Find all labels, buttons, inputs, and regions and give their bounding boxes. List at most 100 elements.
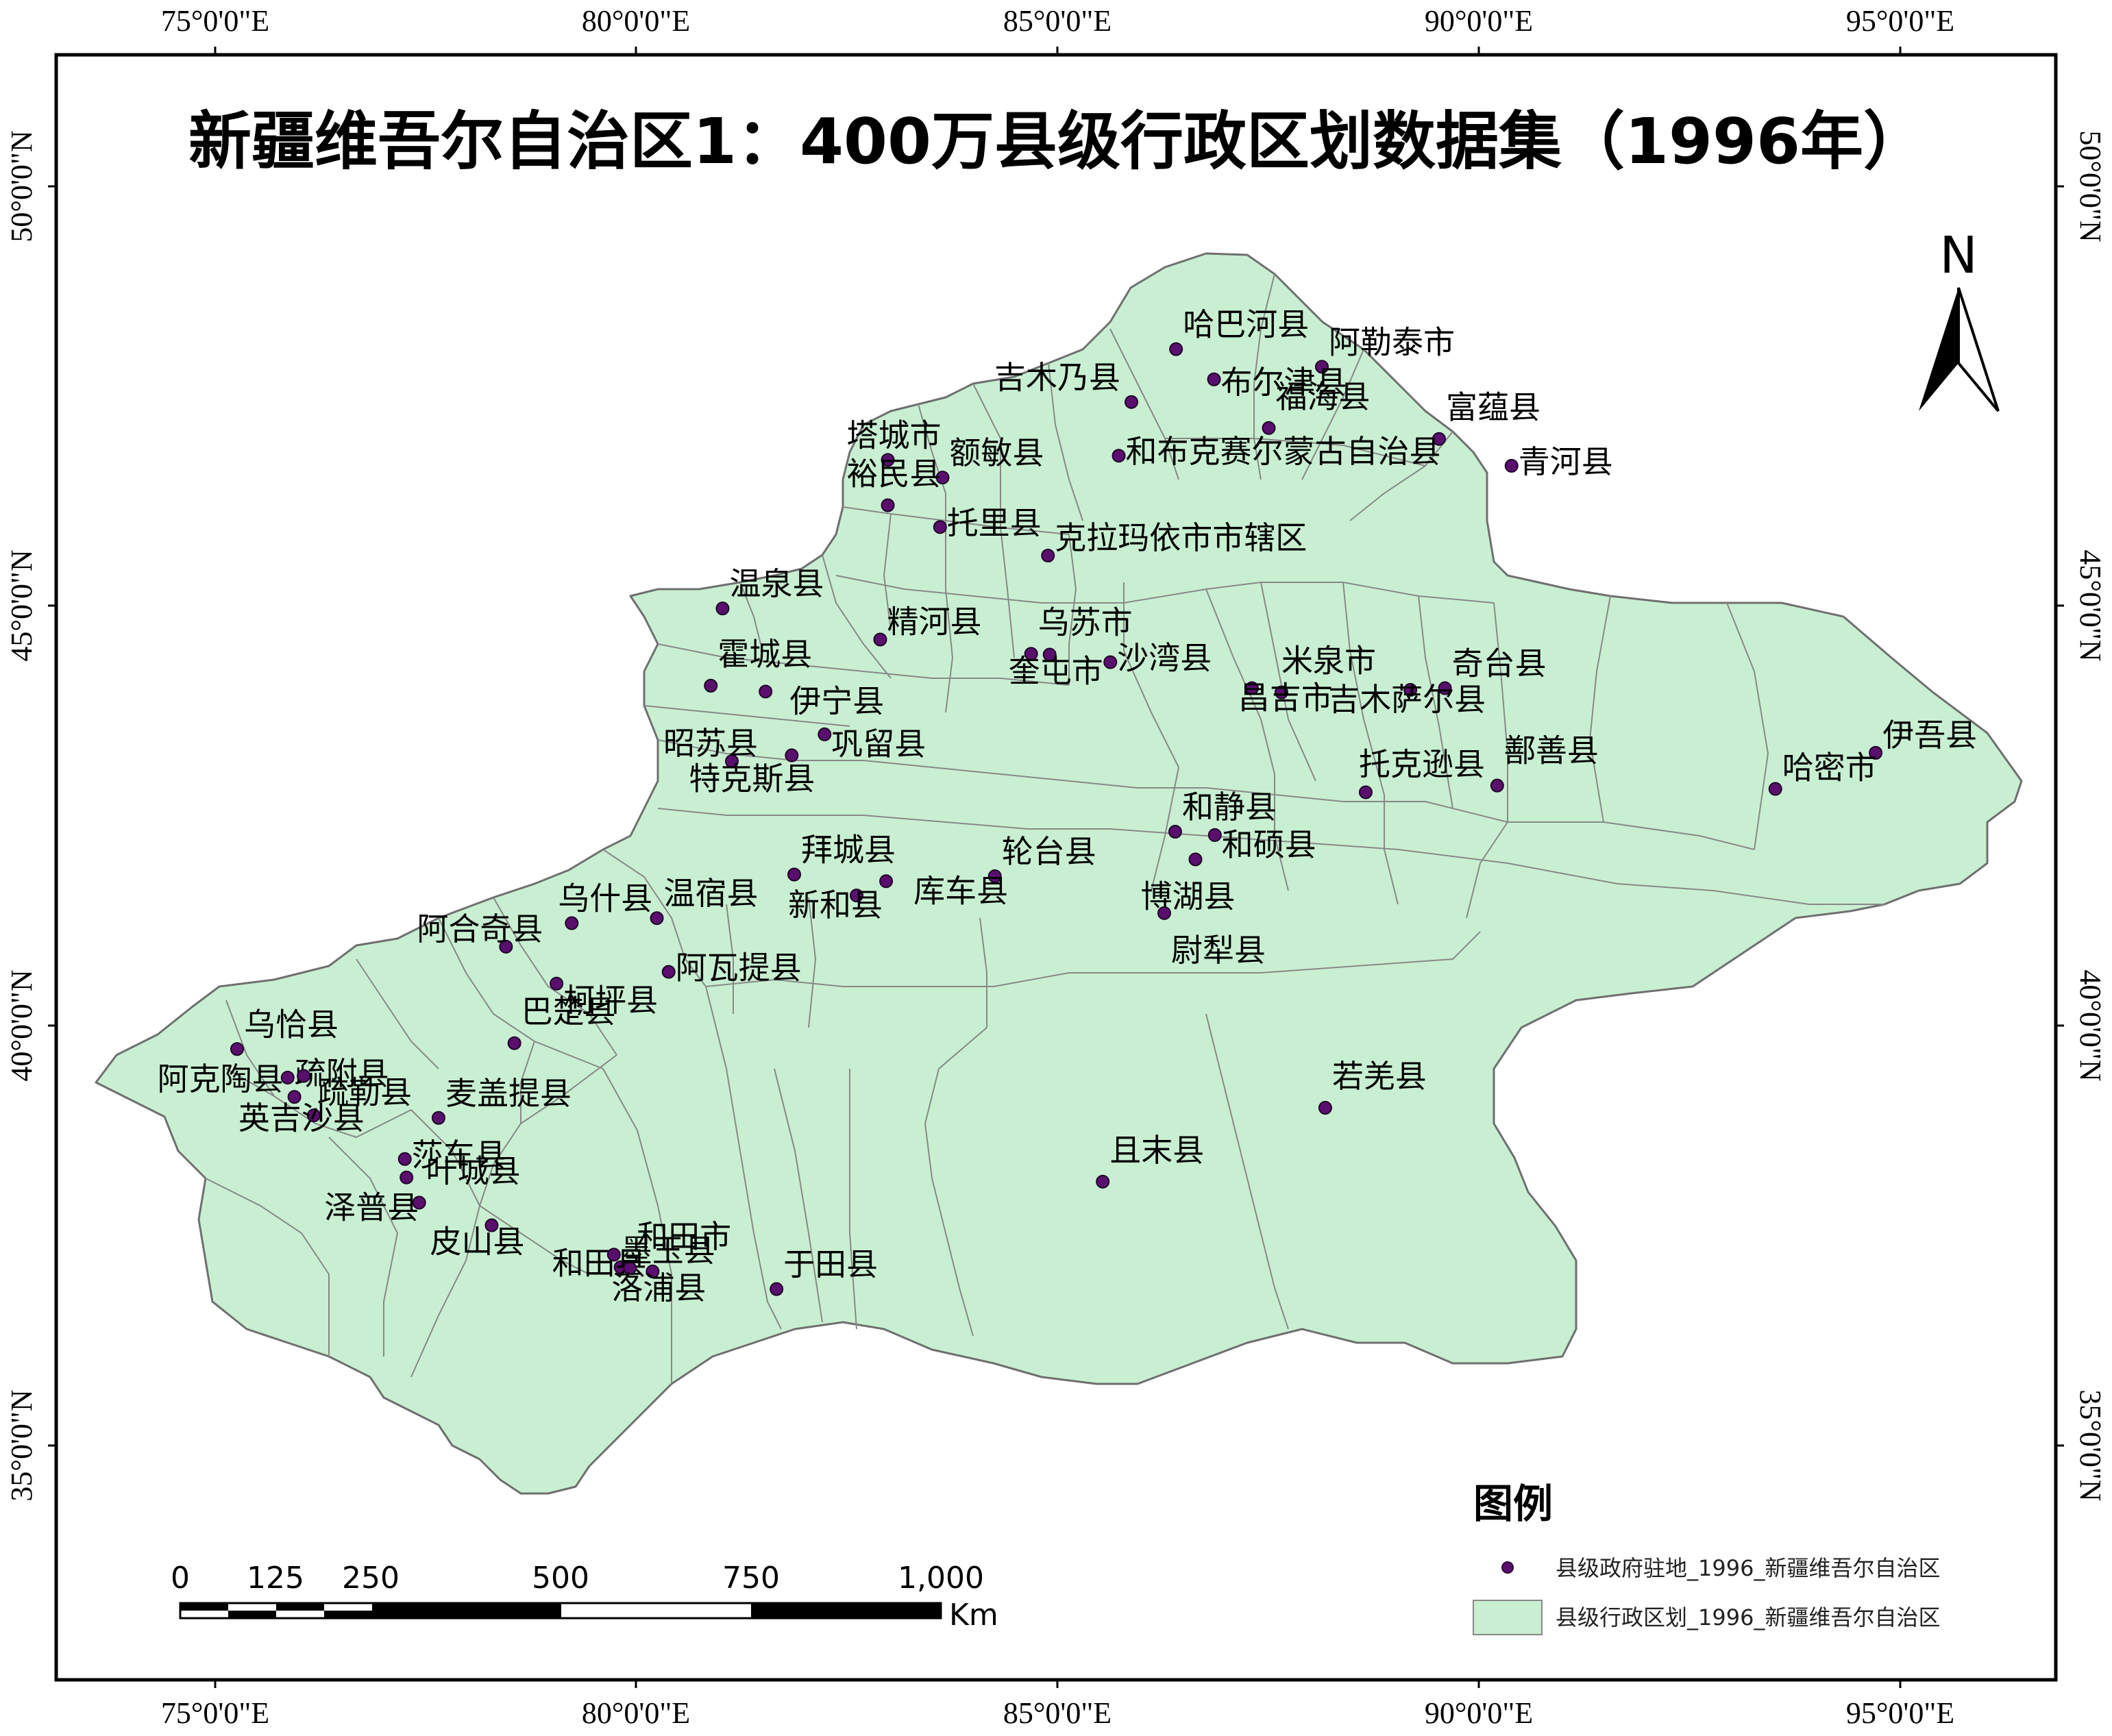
county-seat-point: [1432, 432, 1446, 446]
county-seat-label: 乌苏市: [1038, 604, 1133, 641]
lat-tick-label-left: 40°0'0"N: [5, 969, 38, 1081]
county-seat-label: 洛浦县: [611, 1269, 706, 1306]
lon-tick-label-bottom: 90°0'0"E: [1425, 1696, 1533, 1730]
county-seat-label: 伊吾县: [1882, 717, 1977, 754]
scale-label: 750: [722, 1561, 780, 1596]
legend-area-label: 县级行政区划_1996_新疆维吾尔自治区: [1556, 1604, 1940, 1630]
county-seat-label: 轮台县: [1002, 833, 1096, 870]
county-seat-point: [881, 453, 895, 467]
county-seat-point: [646, 1264, 660, 1278]
legend-title: 图例: [1473, 1480, 1553, 1527]
county-seat-label: 英吉沙县: [238, 1100, 365, 1137]
county-seat-label: 福海县: [1276, 378, 1371, 415]
county-seat-label: 尉犁县: [1171, 932, 1266, 969]
county-seat-label: 富蕴县: [1446, 389, 1540, 426]
county-seat-label: 叶城县: [426, 1152, 521, 1189]
county-seat-point: [1169, 342, 1183, 356]
county-seat-label: 阿克陶县: [158, 1061, 284, 1098]
lat-tick-label-right: 50°0'0"N: [2074, 130, 2107, 242]
county-seat-label: 额敏县: [949, 434, 1044, 471]
lon-tick-label-top: 80°0'0"E: [582, 4, 690, 38]
legend-area-symbol: [1473, 1600, 1543, 1635]
north-arrow-icon: N: [1919, 226, 2000, 412]
county-seat-point: [431, 1111, 445, 1125]
county-seat-label: 温宿县: [664, 875, 759, 912]
county-seat-point: [881, 498, 895, 512]
county-seat-point: [818, 727, 832, 741]
lat-tick-label-left: 45°0'0"N: [5, 549, 38, 661]
county-seat-label: 哈密市: [1782, 749, 1877, 786]
county-seat-point: [287, 1090, 302, 1104]
lat-tick-label-right: 35°0'0"N: [2074, 1389, 2107, 1501]
lat-tick-label-right: 40°0'0"N: [2074, 969, 2107, 1081]
county-seat-label: 巴楚县: [521, 993, 616, 1030]
scale-label: 250: [342, 1561, 400, 1596]
county-seat-point: [1318, 1101, 1332, 1115]
county-seat-label: 若羌县: [1332, 1058, 1427, 1095]
scale-unit: Km: [949, 1598, 998, 1633]
legend: 图例 县级政府驻地_1996_新疆维吾尔自治区 县级行政区划_1996_新疆维吾…: [1473, 1480, 1940, 1635]
county-seat-point: [412, 1195, 426, 1210]
county-seat-label: 托里县: [947, 504, 1042, 541]
county-seat-label: 乌什县: [558, 880, 652, 917]
county-seat-point: [1274, 685, 1288, 699]
lon-tick-label-top: 95°0'0"E: [1846, 4, 1954, 38]
county-seat-label: 和静县: [1182, 789, 1277, 826]
lat-tick-label-right: 45°0'0"N: [2074, 549, 2107, 661]
scale-bar: 0 125 250 500 750 1,000 Km: [171, 1561, 998, 1633]
county-seat-point: [280, 1070, 295, 1084]
county-seat-label: 皮山县: [430, 1224, 524, 1261]
county-seat-point: [715, 602, 730, 616]
county-seat-label: 特克斯县: [689, 760, 815, 797]
county-seat-label: 米泉市: [1281, 643, 1376, 680]
county-seat-point: [759, 684, 773, 699]
county-seat-point: [1490, 778, 1504, 793]
scale-label: 1,000: [898, 1561, 984, 1596]
county-seat-point: [507, 1036, 521, 1050]
county-seat-label: 阿勒泰市: [1329, 323, 1455, 360]
county-seat-point: [397, 1152, 412, 1166]
county-seat-label: 库车县: [913, 872, 1008, 909]
county-seat-point: [1042, 647, 1057, 662]
scale-label: 500: [532, 1561, 589, 1596]
county-seat-point: [550, 976, 564, 991]
scale-label: 125: [247, 1561, 304, 1596]
county-seat-point: [1024, 647, 1038, 661]
county-seat-label: 墨玉县: [621, 1232, 715, 1269]
legend-point-symbol: [1501, 1561, 1514, 1574]
county-seat-point: [1869, 745, 1883, 760]
county-seat-point: [1504, 458, 1519, 473]
county-seat-point: [1768, 782, 1782, 796]
county-seat-label: 裕民县: [847, 456, 942, 493]
county-seat-label: 霍城县: [717, 636, 812, 673]
county-seat-label: 克拉玛依市市辖区: [1055, 519, 1307, 556]
county-seat-label: 麦盖提县: [445, 1075, 572, 1112]
county-seat-label: 精河县: [887, 604, 981, 641]
county-seat-point: [1438, 681, 1452, 695]
county-seat-point: [650, 911, 664, 926]
county-seat-point: [850, 889, 864, 903]
county-seat-point: [785, 748, 799, 762]
lon-tick-label-top: 75°0'0"E: [161, 4, 269, 38]
county-seat-point: [400, 1170, 414, 1185]
lon-tick-label-bottom: 80°0'0"E: [582, 1696, 690, 1730]
county-seat-point: [1157, 906, 1171, 920]
county-seat-point: [1125, 395, 1139, 409]
county-seat-point: [1103, 655, 1118, 669]
county-seat-point: [770, 1282, 784, 1296]
county-seat-label: 沙湾县: [1117, 640, 1212, 677]
lat-tick-label-left: 35°0'0"N: [5, 1389, 38, 1501]
county-seat-point: [499, 939, 513, 954]
county-seat-label: 鄯善县: [1504, 732, 1599, 769]
county-seat-label: 阿合奇县: [417, 910, 543, 947]
county-seat-label: 且末县: [1109, 1132, 1204, 1169]
county-seat-label: 新和县: [788, 886, 883, 923]
county-seat-label: 泽普县: [324, 1189, 419, 1226]
county-seat-point: [1314, 360, 1329, 374]
map-title: 新疆维吾尔自治区1：400万县级行政区划数据集（1996年）: [188, 105, 1926, 178]
county-seat-label: 和硕县: [1222, 826, 1316, 863]
county-seat-point: [724, 754, 739, 769]
